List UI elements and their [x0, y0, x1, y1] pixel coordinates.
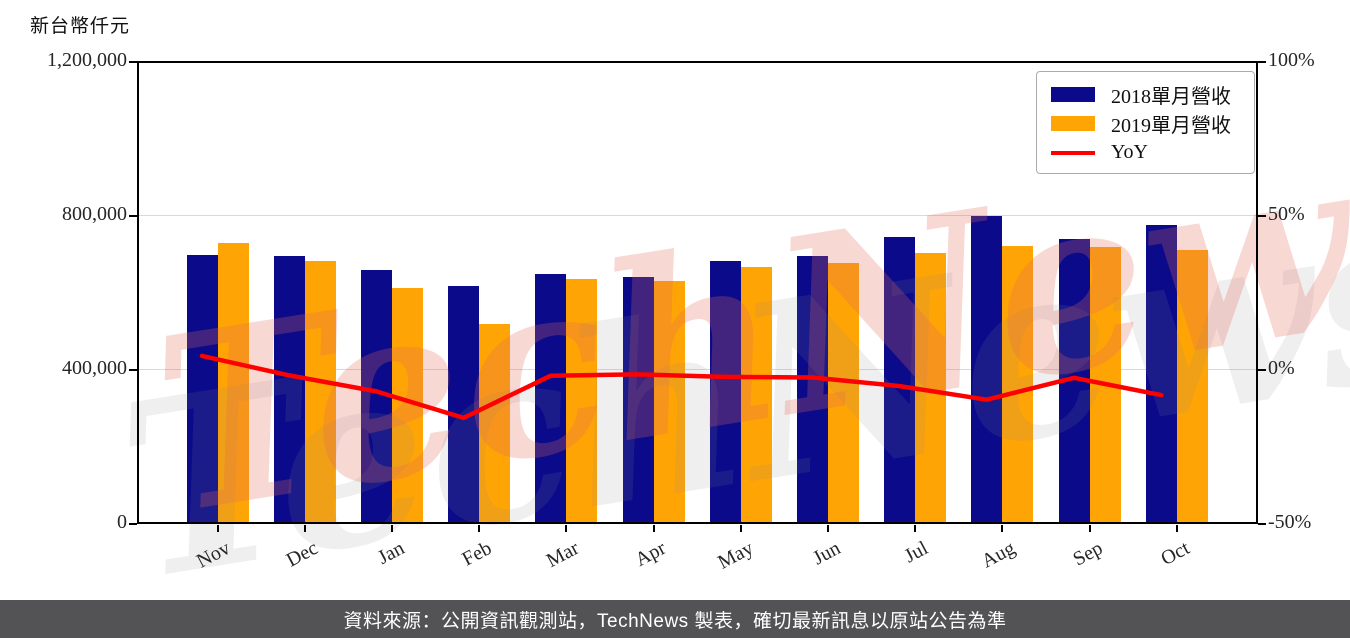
- bar-2019單月營收-Aug: [1002, 246, 1034, 524]
- x-tick-May: [739, 524, 742, 532]
- y-left-tick-label-1,200,000: 1,200,000: [47, 48, 127, 71]
- bar-2019單月營收-Feb: [479, 323, 511, 524]
- y-left-tick: [129, 214, 137, 217]
- bar-2018單月營收-Oct: [1145, 225, 1177, 524]
- bar-2019單月營收-Jul: [915, 252, 947, 524]
- bar-2019單月營收-Nov: [217, 243, 249, 524]
- bar-2019單月營收-May: [740, 267, 772, 524]
- y-left-tick-label-400,000: 400,000: [62, 356, 127, 379]
- y-right-tick-label--50%: -50%: [1268, 510, 1312, 533]
- bar-2018單月營收-Sep: [1058, 239, 1090, 524]
- y-right-tick-label-100%: 100%: [1268, 48, 1315, 71]
- legend-swatch-2019單月營收: [1051, 116, 1095, 131]
- x-tick-label-Mar: Mar: [542, 537, 583, 573]
- x-tick-label-Oct: Oct: [1157, 537, 1194, 570]
- bar-2018單月營收-Mar: [535, 274, 567, 524]
- x-tick-Oct: [1175, 524, 1178, 532]
- bar-2018單月營收-Feb: [448, 286, 480, 524]
- x-tick-label-Jun: Jun: [809, 537, 845, 570]
- x-tick-Jun: [826, 524, 829, 532]
- x-tick-Nov: [216, 524, 219, 532]
- legend-item-YoY: YoY: [1037, 138, 1254, 167]
- x-tick-Mar: [565, 524, 568, 532]
- y-left-tick: [129, 60, 137, 63]
- bar-2018單月營收-Dec: [273, 256, 305, 524]
- x-tick-Aug: [1001, 524, 1004, 532]
- x-tick-Jul: [914, 524, 917, 532]
- y-right-tick: [1258, 214, 1266, 217]
- footer-source-text: 資料來源：公開資訊觀測站，TechNews 製表，確切最新訊息以原站公告為準: [343, 610, 1007, 632]
- y-right-tick-label-50%: 50%: [1268, 202, 1305, 225]
- x-tick-Dec: [303, 524, 306, 532]
- bar-2018單月營收-Apr: [622, 277, 654, 524]
- y-left-tick: [129, 368, 137, 371]
- x-tick-label-Jul: Jul: [900, 537, 932, 568]
- legend-box: 2018單月營收 2019單月營收 YoY: [1036, 71, 1255, 174]
- y-left-tick-label-0: 0: [117, 510, 127, 533]
- bar-2018單月營收-Aug: [971, 216, 1003, 524]
- legend-item-2019單月營收: 2019單月營收: [1037, 109, 1254, 138]
- bar-2019單月營收-Oct: [1176, 249, 1208, 524]
- bar-2018單月營收-Jul: [884, 237, 916, 524]
- x-tick-Sep: [1088, 524, 1091, 532]
- x-tick-label-Nov: Nov: [193, 537, 234, 573]
- gridline-800000: [137, 214, 1258, 217]
- axis-unit-label: 新台幣仟元: [30, 16, 131, 37]
- y-right-tick: [1258, 60, 1266, 63]
- bar-2019單月營收-Jun: [827, 263, 859, 524]
- x-tick-Feb: [478, 524, 481, 532]
- x-tick-Jan: [390, 524, 393, 532]
- x-tick-label-Jan: Jan: [374, 537, 409, 569]
- bar-2019單月營收-Jan: [391, 288, 423, 524]
- legend-swatch-2018單月營收: [1051, 87, 1095, 102]
- bar-2018單月營收-Jan: [360, 270, 392, 524]
- x-tick-label-May: May: [714, 537, 758, 574]
- bar-2019單月營收-Dec: [304, 261, 336, 524]
- x-tick-label-Feb: Feb: [458, 537, 496, 571]
- legend-label: 2018單月營收: [1111, 86, 1231, 108]
- legend-label: YoY: [1111, 141, 1148, 163]
- x-tick-label-Apr: Apr: [632, 537, 670, 572]
- footer-bar: 資料來源：公開資訊觀測站，TechNews 製表，確切最新訊息以原站公告為準: [0, 600, 1350, 638]
- y-right-tick: [1258, 522, 1266, 525]
- x-tick-label-Dec: Dec: [282, 537, 322, 572]
- bar-2018單月營收-Nov: [186, 255, 218, 524]
- x-tick-Apr: [652, 524, 655, 532]
- y-right-tick-label-0%: 0%: [1268, 356, 1295, 379]
- y-left-tick: [129, 522, 137, 525]
- bar-2019單月營收-Mar: [566, 279, 598, 524]
- y-right-tick: [1258, 368, 1266, 371]
- x-tick-label-Aug: Aug: [977, 537, 1019, 573]
- bar-2018單月營收-May: [709, 260, 741, 524]
- bar-2019單月營收-Apr: [653, 280, 685, 524]
- legend-label: 2019單月營收: [1111, 115, 1231, 137]
- bar-2018單月營收-Jun: [796, 256, 828, 524]
- bar-2019單月營收-Sep: [1089, 247, 1121, 524]
- legend-swatch-YoY: [1051, 150, 1095, 155]
- y-left-tick-label-800,000: 800,000: [62, 202, 127, 225]
- legend-item-2018單月營收: 2018單月營收: [1037, 80, 1254, 109]
- x-tick-label-Sep: Sep: [1069, 537, 1106, 571]
